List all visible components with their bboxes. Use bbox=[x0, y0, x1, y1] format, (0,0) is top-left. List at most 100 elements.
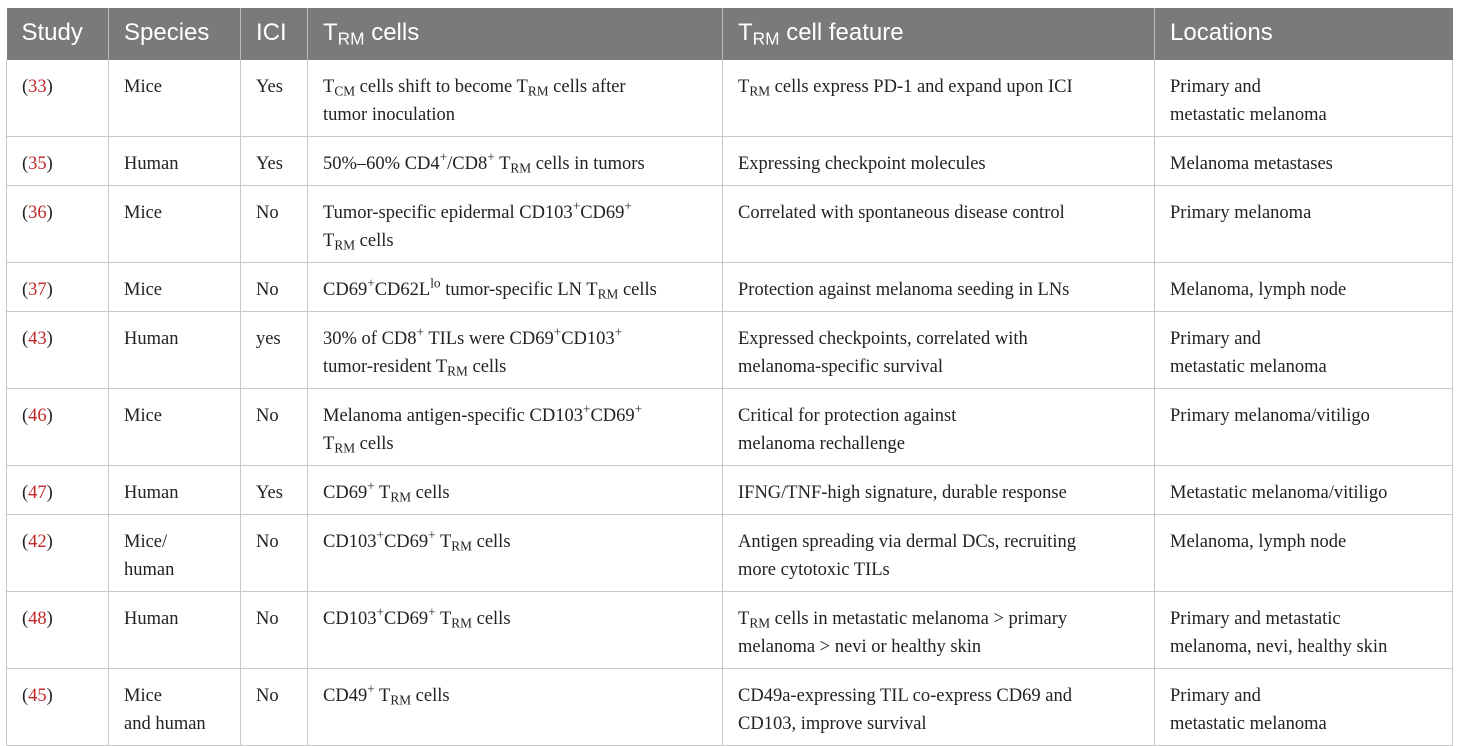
header-locations: Locations bbox=[1154, 8, 1453, 60]
trm-cells-text: cells bbox=[411, 686, 450, 706]
cell-species: Mice bbox=[108, 388, 241, 466]
reference-paren: ) bbox=[46, 406, 53, 426]
trm-cells-subscript: RM bbox=[390, 489, 412, 505]
cell-trm-cells: CD103+CD69+ TRM cells bbox=[307, 514, 723, 592]
cell-study: (45) bbox=[6, 668, 109, 746]
trm-cells-text: CD69 bbox=[323, 483, 368, 503]
reference-link[interactable]: 37 bbox=[28, 280, 47, 300]
trm-cells-text: cells bbox=[472, 532, 511, 552]
locations-line: metastatic melanoma bbox=[1170, 105, 1327, 125]
trm-cells-supscript: + bbox=[553, 324, 562, 340]
cell-trm-feature: IFNG/TNF-high signature, durable respons… bbox=[722, 465, 1155, 515]
cell-study: (43) bbox=[6, 311, 109, 389]
species-line: Mice bbox=[124, 203, 163, 223]
trm-cells-subscript: RM bbox=[451, 538, 472, 554]
reference-paren: ( bbox=[22, 280, 29, 300]
trm-feature-text: cells in metastatic melanoma > primary bbox=[770, 609, 1068, 629]
species-line: Human bbox=[124, 609, 179, 629]
locations-line: Primary melanoma/vitiligo bbox=[1170, 406, 1370, 426]
trm-cells-subscript: RM bbox=[447, 363, 468, 379]
header-species: Species bbox=[108, 8, 241, 60]
trm-feature-subscript: RM bbox=[749, 615, 771, 631]
reference-link[interactable]: 33 bbox=[28, 77, 47, 97]
reference-link[interactable]: 47 bbox=[28, 483, 47, 503]
cell-ici: No bbox=[240, 185, 308, 263]
reference-link[interactable]: 43 bbox=[28, 329, 47, 349]
trm-studies-table: Study Species ICI TRM cells TRM cell fea… bbox=[6, 8, 1453, 746]
reference-link[interactable]: 42 bbox=[28, 532, 47, 552]
trm-cells-text: 30% of CD8 bbox=[323, 329, 417, 349]
reference-link[interactable]: 35 bbox=[28, 154, 47, 174]
trm-feature-text: T bbox=[738, 609, 750, 629]
cell-locations: Primary melanoma bbox=[1154, 185, 1453, 263]
cell-species: Human bbox=[108, 311, 241, 389]
trm-feature-text: cells express PD-1 and expand upon ICI bbox=[770, 77, 1073, 97]
trm-cells-supscript: + bbox=[487, 149, 495, 165]
cell-trm-cells: 50%–60% CD4+/CD8+ TRM cells in tumors bbox=[307, 136, 723, 186]
cell-ici: Yes bbox=[240, 465, 308, 515]
reference-paren: ) bbox=[46, 532, 53, 552]
trm-cells-text: tumor-specific LN T bbox=[440, 280, 598, 300]
reference-link[interactable]: 45 bbox=[28, 686, 47, 706]
trm-cells-text: T bbox=[494, 154, 511, 174]
cell-trm-cells: CD69+CD62Llo tumor-specific LN TRM cells bbox=[307, 262, 723, 312]
trm-feature-text: Expressing checkpoint molecules bbox=[738, 154, 986, 174]
species-line: Mice bbox=[124, 280, 163, 300]
trm-cells-supscript: + bbox=[376, 604, 384, 620]
trm-cells-supscript: + bbox=[428, 527, 436, 543]
trm-cells-supscript: + bbox=[367, 681, 375, 697]
locations-line: Primary and bbox=[1170, 77, 1261, 97]
trm-cells-supscript: + bbox=[439, 149, 448, 165]
reference-paren: ( bbox=[22, 686, 29, 706]
cell-species: Mice and human bbox=[108, 668, 241, 746]
trm-feature-text: more cytotoxic TILs bbox=[738, 560, 890, 580]
cell-locations: Primary and metastatic melanoma bbox=[1154, 311, 1453, 389]
cell-ici: No bbox=[240, 668, 308, 746]
cell-study: (36) bbox=[6, 185, 109, 263]
trm-cells-text: cells bbox=[467, 357, 507, 377]
trm-feature-text: Antigen spreading via dermal DCs, recrui… bbox=[738, 532, 1077, 552]
cell-locations: Melanoma, lymph node bbox=[1154, 262, 1453, 312]
cell-ici: yes bbox=[240, 311, 308, 389]
reference-paren: ( bbox=[22, 406, 29, 426]
trm-cells-subscript: RM bbox=[527, 83, 549, 99]
cell-species: Human bbox=[108, 591, 241, 669]
header-trm-cells-sub: RM bbox=[337, 28, 365, 49]
table-row: (36) Mice No Tumor-specific epidermal CD103… bbox=[6, 185, 1453, 263]
table-row: (37) Mice No CD69+CD62Llo tumor-specific LN… bbox=[6, 262, 1453, 312]
trm-cells-text: CD49 bbox=[323, 686, 368, 706]
species-line: Human bbox=[124, 329, 179, 349]
table-row: (47) Human Yes CD69+ TRM cells IFNG/TNF-high… bbox=[6, 465, 1453, 515]
trm-cells-text: CD69 bbox=[323, 280, 368, 300]
locations-line: Primary and metastatic bbox=[1170, 609, 1341, 629]
header-feature-suffix: cell feature bbox=[779, 19, 904, 46]
species-line: and human bbox=[124, 714, 206, 734]
trm-cells-text: CD103 bbox=[323, 532, 377, 552]
trm-cells-subscript: RM bbox=[451, 615, 472, 631]
reference-link[interactable]: 48 bbox=[28, 609, 47, 629]
trm-cells-text: CD103 bbox=[323, 609, 377, 629]
reference-paren: ) bbox=[46, 483, 53, 503]
table-body: (33) Mice Yes TCM cells shift to become TRM… bbox=[6, 60, 1453, 746]
trm-feature-text: Critical for protection against bbox=[738, 406, 957, 426]
trm-feature-text: melanoma > nevi or healthy skin bbox=[738, 637, 982, 657]
cell-trm-cells: CD49+ TRM cells bbox=[307, 668, 723, 746]
trm-feature-text: CD49a-expressing TIL co-express CD69 and bbox=[738, 686, 1072, 706]
reference-link[interactable]: 46 bbox=[28, 406, 47, 426]
cell-ici: No bbox=[240, 514, 308, 592]
trm-cells-text: Tumor-specific epidermal CD103 bbox=[323, 203, 573, 223]
reference-paren: ) bbox=[46, 154, 53, 174]
trm-feature-text: Protection against melanoma seeding in L… bbox=[738, 280, 1070, 300]
cell-study: (48) bbox=[6, 591, 109, 669]
locations-line: melanoma, nevi, healthy skin bbox=[1170, 637, 1388, 657]
trm-cells-supscript: + bbox=[634, 401, 643, 417]
trm-cells-text: cells bbox=[618, 280, 657, 300]
locations-line: Metastatic melanoma/vitiligo bbox=[1170, 483, 1388, 503]
trm-cells-text: Melanoma antigen-specific CD103 bbox=[323, 406, 583, 426]
reference-paren: ( bbox=[22, 483, 29, 503]
cell-locations: Melanoma metastases bbox=[1154, 136, 1453, 186]
cell-species: Mice bbox=[108, 60, 241, 137]
trm-feature-text: melanoma rechallenge bbox=[738, 434, 905, 454]
header-feature-sub: RM bbox=[752, 28, 780, 49]
reference-link[interactable]: 36 bbox=[28, 203, 47, 223]
